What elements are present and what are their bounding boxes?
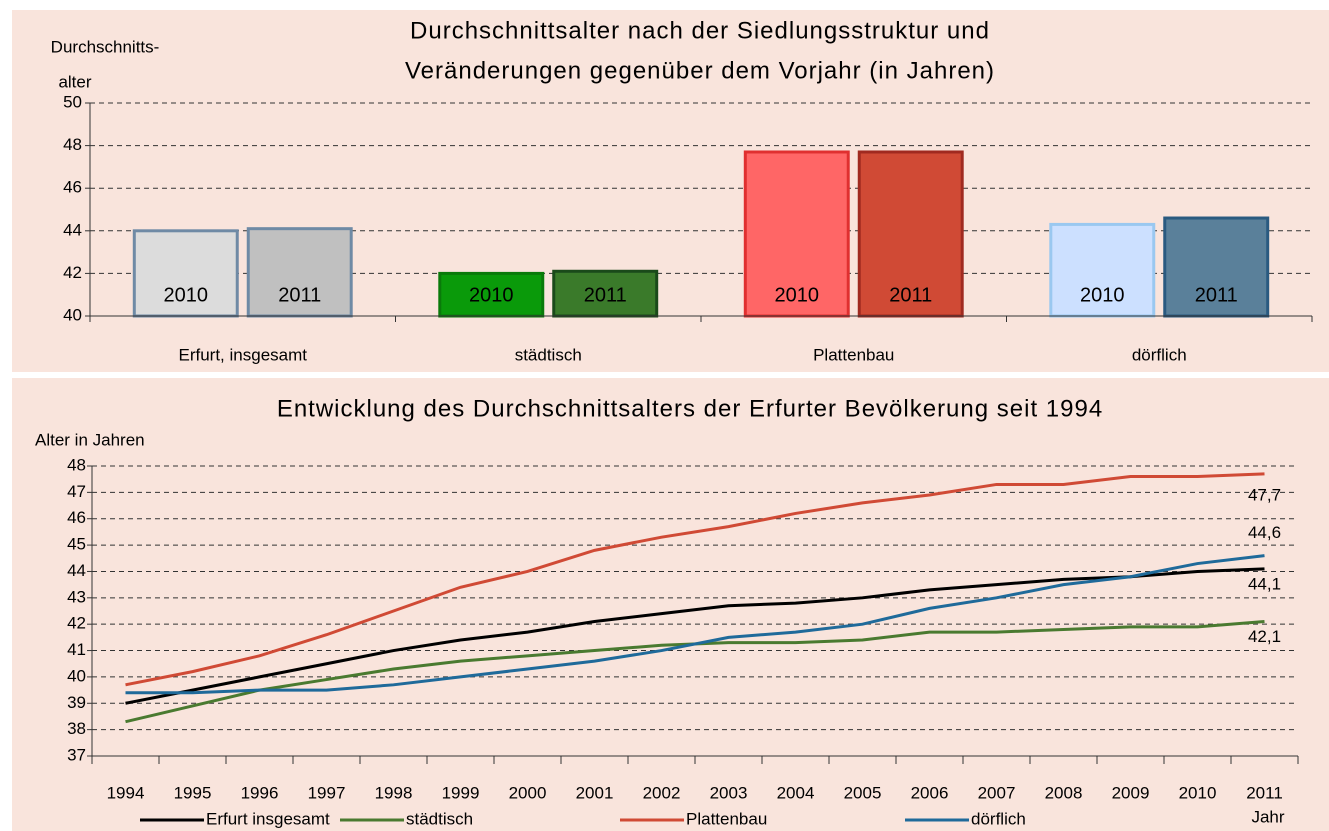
bar xyxy=(246,227,353,318)
legend-label: Plattenbau xyxy=(686,809,767,828)
bar xyxy=(132,229,239,318)
y-tick-label: 46 xyxy=(63,178,82,197)
y-tick-label: 43 xyxy=(67,587,86,606)
x-tick-label: 1996 xyxy=(241,783,279,802)
y-tick-label: 48 xyxy=(67,455,86,474)
line xyxy=(125,567,1265,705)
bar xyxy=(552,269,659,318)
panel xyxy=(12,378,1329,831)
x-tick-label: Erfurt, insgesamt xyxy=(179,345,308,364)
line xyxy=(125,554,1265,695)
y-tick-label: 42 xyxy=(67,614,86,633)
y-tick-label: 46 xyxy=(67,508,86,527)
y-tick-label: 38 xyxy=(67,719,86,738)
y-tick-label: 40 xyxy=(63,305,82,324)
chart-subtitle: Veränderungen gegenüber dem Vorjahr (in … xyxy=(405,57,995,84)
x-tick-label: 1994 xyxy=(107,783,145,802)
line xyxy=(125,472,1265,687)
y-tick-label: 48 xyxy=(63,135,82,154)
y-tick-label: 37 xyxy=(67,745,86,764)
data-label: 44,6 xyxy=(1248,523,1281,542)
chart-title: Entwicklung des Durchschnittsalters der … xyxy=(277,395,1103,422)
x-tick-label: 1997 xyxy=(308,783,346,802)
y-tick-label: 44 xyxy=(63,220,82,239)
bar-label: 2011 xyxy=(1195,284,1238,306)
legend-label: dörflich xyxy=(971,809,1026,828)
bar xyxy=(438,271,545,318)
y-tick-label: 42 xyxy=(63,263,82,282)
legend-label: städtisch xyxy=(406,809,473,828)
x-tick-label: 1999 xyxy=(442,783,480,802)
y-axis-label: Alter in Jahren xyxy=(35,430,145,449)
y-axis-label: Durchschnitts- xyxy=(51,37,160,56)
data-label: 47,7 xyxy=(1248,485,1281,504)
chart-title: Durchschnittsalter nach der Siedlungsstr… xyxy=(410,17,990,44)
y-tick-label: 39 xyxy=(67,693,86,712)
x-tick-label: 2000 xyxy=(509,783,547,802)
x-tick-label: 2005 xyxy=(844,783,882,802)
y-axis-label: alter xyxy=(58,72,91,91)
x-tick-label: 2011 xyxy=(1246,783,1283,802)
bar-label: 2010 xyxy=(469,284,514,306)
y-tick-label: 50 xyxy=(63,92,82,111)
y-tick-label: 44 xyxy=(67,561,86,580)
x-tick-label: 2004 xyxy=(777,783,815,802)
x-tick-label: dörflich xyxy=(1132,345,1187,364)
x-tick-label: 2001 xyxy=(576,783,614,802)
y-tick-label: 47 xyxy=(67,482,86,501)
bar-label: 2010 xyxy=(164,284,209,306)
y-tick-label: 41 xyxy=(67,640,86,659)
y-tick-label: 45 xyxy=(67,535,86,554)
x-tick-label: 2009 xyxy=(1112,783,1150,802)
x-tick-label: städtisch xyxy=(515,345,582,364)
data-label: 42,1 xyxy=(1248,627,1281,646)
bar-label: 2011 xyxy=(584,284,627,306)
x-axis-label: Jahr xyxy=(1251,807,1284,826)
x-tick-label: 1998 xyxy=(375,783,413,802)
x-tick-label: 2002 xyxy=(643,783,681,802)
data-label: 44,1 xyxy=(1248,574,1281,593)
x-tick-label: 2007 xyxy=(978,783,1016,802)
bar-label: 2010 xyxy=(1080,284,1125,306)
x-tick-label: 2006 xyxy=(911,783,949,802)
bar-label: 2011 xyxy=(889,284,932,306)
bar xyxy=(743,150,850,318)
x-tick-label: 2008 xyxy=(1045,783,1083,802)
bar-label: 2010 xyxy=(775,284,820,306)
x-tick-label: 2010 xyxy=(1179,783,1217,802)
y-tick-label: 40 xyxy=(67,666,86,685)
x-tick-label: 1995 xyxy=(174,783,212,802)
x-tick-label: 2003 xyxy=(710,783,748,802)
bar-label: 2011 xyxy=(278,284,321,306)
x-tick-label: Plattenbau xyxy=(813,345,894,364)
legend-label: Erfurt insgesamt xyxy=(206,809,330,828)
